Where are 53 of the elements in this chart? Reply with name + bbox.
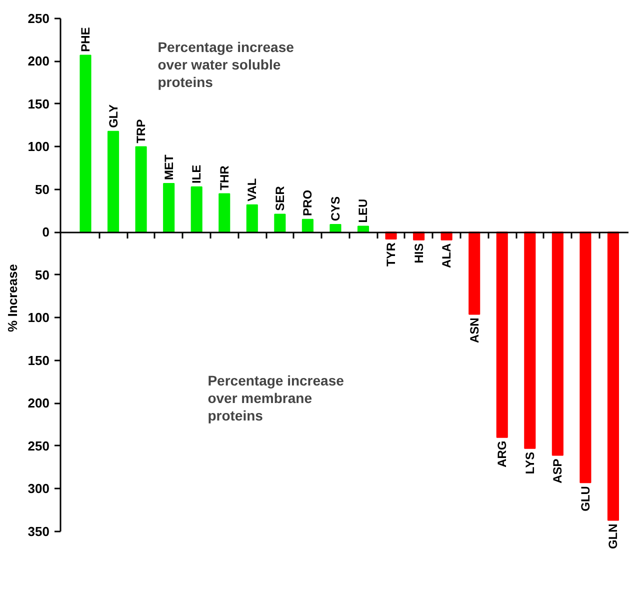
x-tick-label: VAL (245, 178, 260, 202)
x-tick-label: ARG (495, 440, 510, 468)
x-tick-label: GLN (606, 524, 620, 549)
x-tick-label: ILE (190, 164, 204, 184)
x-tick-label: TYR (384, 242, 398, 266)
x-tick-label: THR (217, 165, 232, 190)
bar (218, 193, 230, 233)
bar (163, 182, 175, 233)
x-tick-label: GLU (578, 486, 592, 512)
x-tick-label: HIS (412, 243, 426, 264)
y-tick-label: 50 (35, 267, 50, 282)
x-tick-label: TRP (134, 119, 148, 144)
bar (357, 226, 370, 233)
bar (135, 146, 147, 233)
x-tick-label: LEU (356, 198, 370, 223)
bar (246, 204, 258, 233)
y-tick-label: 200 (28, 54, 50, 69)
y-tick-label: 150 (28, 96, 50, 112)
y-tick-label: 300 (28, 481, 50, 496)
bar (524, 232, 536, 449)
y-tick-label: 350 (28, 524, 50, 539)
bar (274, 214, 286, 233)
y-tick-label: 0 (42, 224, 50, 240)
bar (330, 224, 342, 233)
x-tick-label: ASP (550, 458, 565, 484)
bar (552, 232, 564, 456)
x-tick-label: LYS (522, 452, 537, 474)
y-tick-label: 100 (28, 139, 50, 154)
y-tick-label: 200 (28, 396, 50, 411)
annotation: Percentage increase over water soluble proteins (158, 39, 294, 90)
x-tick-label: ASN (467, 318, 482, 343)
x-tick-label: PHE (78, 27, 92, 52)
annotation: Percentage increase over membrane proteins (208, 372, 344, 424)
y-axis-title: % Increase (4, 264, 20, 332)
bar (580, 232, 592, 484)
x-tick-label: SER (272, 186, 287, 211)
x-tick-label: GLY (106, 104, 120, 128)
y-tick-label: 50 (35, 182, 50, 197)
y-tick-label: 250 (28, 11, 50, 26)
bar (607, 232, 619, 521)
y-tick-label: 150 (28, 352, 50, 368)
y-tick-label: 250 (28, 438, 50, 454)
x-tick-label: PRO (300, 190, 315, 216)
bar (80, 54, 92, 233)
x-tick-label: CYS (328, 196, 342, 222)
bar (190, 186, 202, 233)
x-tick-label: ALA (440, 242, 454, 268)
bar (302, 218, 314, 233)
bar (468, 232, 480, 315)
x-tick-label: MET (162, 154, 176, 180)
bar (107, 130, 120, 233)
bar (496, 232, 508, 438)
y-tick-label: 100 (28, 310, 50, 326)
